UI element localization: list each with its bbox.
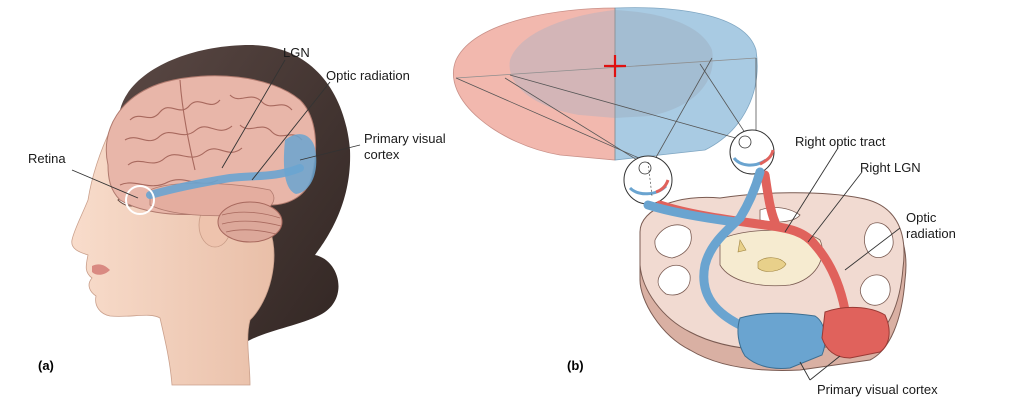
left-visual-cortex bbox=[737, 312, 826, 369]
right-eye bbox=[729, 129, 775, 175]
retina-marker bbox=[125, 185, 155, 215]
label-primary-visual-cortex-a-line2: cortex bbox=[364, 147, 400, 162]
label-lgn: LGN bbox=[283, 45, 310, 60]
lips bbox=[92, 264, 110, 275]
head-illustration bbox=[71, 45, 351, 386]
cerebellum bbox=[217, 201, 283, 243]
left-eye bbox=[623, 155, 673, 205]
label-optic-radiation: Optic radiation bbox=[326, 68, 410, 83]
label-retina: Retina bbox=[28, 151, 66, 166]
label-right-lgn: Right LGN bbox=[860, 160, 921, 175]
label-right-optic-tract: Right optic tract bbox=[795, 134, 886, 149]
visual-cortex-region bbox=[283, 134, 317, 194]
label-optic-radiation-b-line1: Optic bbox=[906, 210, 937, 225]
label-primary-visual-cortex-a-line1: Primary visual bbox=[364, 131, 446, 146]
right-visual-cortex bbox=[821, 307, 890, 359]
label-optic-radiation-b-line2: radiation bbox=[906, 226, 956, 241]
fixation-cross bbox=[604, 55, 626, 77]
panel-label-b: (b) bbox=[567, 358, 584, 373]
binocular-overlap bbox=[509, 10, 615, 118]
left-hemisphere-pathway bbox=[699, 167, 765, 330]
optic-pathways bbox=[643, 167, 890, 369]
panel-label-a: (a) bbox=[38, 358, 54, 373]
visual-field-diagram bbox=[453, 7, 758, 169]
optic-radiation-path bbox=[146, 164, 304, 199]
label-primary-visual-cortex-b: Primary visual cortex bbox=[817, 382, 938, 397]
